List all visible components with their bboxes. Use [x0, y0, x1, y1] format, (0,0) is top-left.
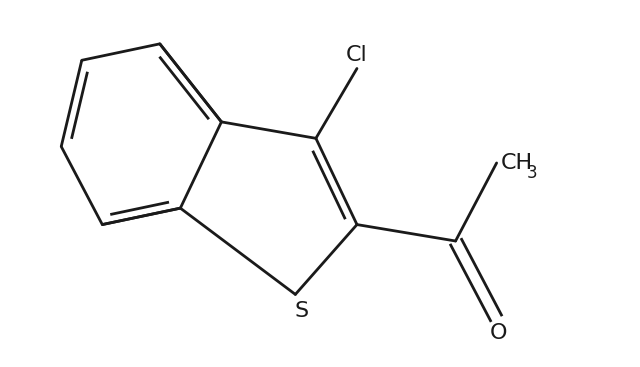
Text: S: S	[295, 301, 309, 321]
Text: 3: 3	[527, 164, 538, 182]
Text: CH: CH	[500, 153, 533, 173]
Text: Cl: Cl	[346, 45, 368, 65]
Text: O: O	[490, 323, 507, 343]
